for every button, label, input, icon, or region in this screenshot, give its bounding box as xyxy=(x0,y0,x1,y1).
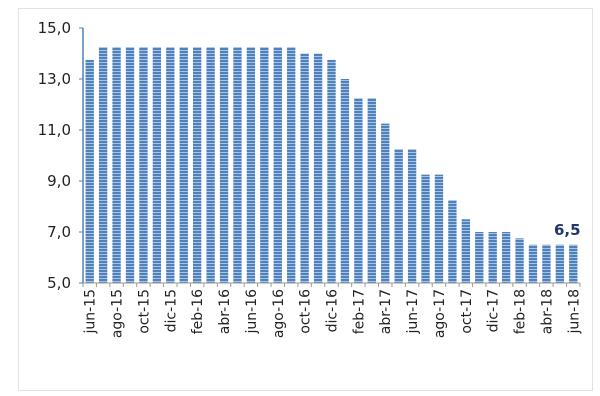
x-tick-label: feb-16 xyxy=(190,289,206,334)
bar-mar-16 xyxy=(206,47,215,284)
x-tick-label: jun-16 xyxy=(244,289,260,335)
y-tick-label: 9,0 xyxy=(47,172,71,190)
last-value-label: 6,5 xyxy=(554,221,581,239)
bar-oct-16 xyxy=(300,53,309,283)
bar-jul-16 xyxy=(260,47,269,284)
x-tick-label: ago-15 xyxy=(110,289,126,338)
y-tick-label: 5,0 xyxy=(47,274,71,292)
bar-sep-17 xyxy=(448,200,457,284)
x-tick-label: dic-17 xyxy=(486,289,502,332)
bar-abr-18 xyxy=(542,244,551,283)
x-tick-label: jun-18 xyxy=(566,289,582,335)
bar-nov-16 xyxy=(313,53,323,283)
x-tick-label: dic-16 xyxy=(325,289,341,332)
x-tick-label: feb-17 xyxy=(351,289,367,334)
x-tick-label: ago-16 xyxy=(271,289,287,338)
x-tick-label: jun-15 xyxy=(83,289,99,335)
bar-jun-15 xyxy=(85,59,94,284)
chart-frame xyxy=(18,8,593,391)
x-tick-label: oct-17 xyxy=(459,289,475,334)
bar-oct-15 xyxy=(139,47,148,284)
bar-jun-18 xyxy=(569,244,578,283)
bar-may-17 xyxy=(394,149,403,284)
bar-may-18 xyxy=(555,244,565,283)
bar-oct-17 xyxy=(461,219,470,283)
y-tick-label: 13,0 xyxy=(38,70,71,88)
bar-jul-17 xyxy=(421,174,430,284)
bar-ago-17 xyxy=(434,174,444,284)
x-tick-label: dic-15 xyxy=(163,289,179,332)
bar-feb-16 xyxy=(193,47,202,284)
bar-feb-17 xyxy=(354,98,363,284)
y-tick-label: 7,0 xyxy=(47,223,71,241)
bar-ene-17 xyxy=(340,79,350,283)
x-tick-label: abr-18 xyxy=(539,289,555,334)
x-tick-label: feb-18 xyxy=(513,289,529,334)
y-tick-label: 11,0 xyxy=(38,121,71,139)
bar-mar-17 xyxy=(367,98,376,284)
bar-sep-15 xyxy=(125,47,135,284)
y-tick-label: 15,0 xyxy=(38,19,71,37)
x-tick-label: ago-17 xyxy=(432,289,448,338)
bar-dic-17 xyxy=(488,232,497,283)
bar-abr-17 xyxy=(381,123,390,284)
bar-jun-16 xyxy=(246,47,256,284)
bar-ene-18 xyxy=(501,232,511,283)
bar-nov-17 xyxy=(475,232,484,283)
bar-nov-15 xyxy=(152,47,162,284)
bar-mar-18 xyxy=(528,244,538,283)
bar-dic-15 xyxy=(166,47,175,284)
x-tick-label: oct-16 xyxy=(298,289,314,334)
bar-dic-16 xyxy=(327,59,336,284)
x-tick-label: abr-17 xyxy=(378,289,394,334)
x-tick-label: oct-15 xyxy=(136,289,152,334)
bar-sep-16 xyxy=(287,47,296,284)
bar-feb-18 xyxy=(515,238,524,284)
bar-jun-17 xyxy=(407,149,417,284)
bar-ene-16 xyxy=(179,47,188,284)
bar-ago-15 xyxy=(112,47,121,284)
bar-jul-15 xyxy=(98,47,108,284)
bar-ago-16 xyxy=(273,47,282,284)
x-tick-label: jun-17 xyxy=(405,289,421,335)
x-tick-label: abr-16 xyxy=(217,289,233,334)
bar-abr-16 xyxy=(219,47,229,284)
bar-may-16 xyxy=(233,47,242,284)
